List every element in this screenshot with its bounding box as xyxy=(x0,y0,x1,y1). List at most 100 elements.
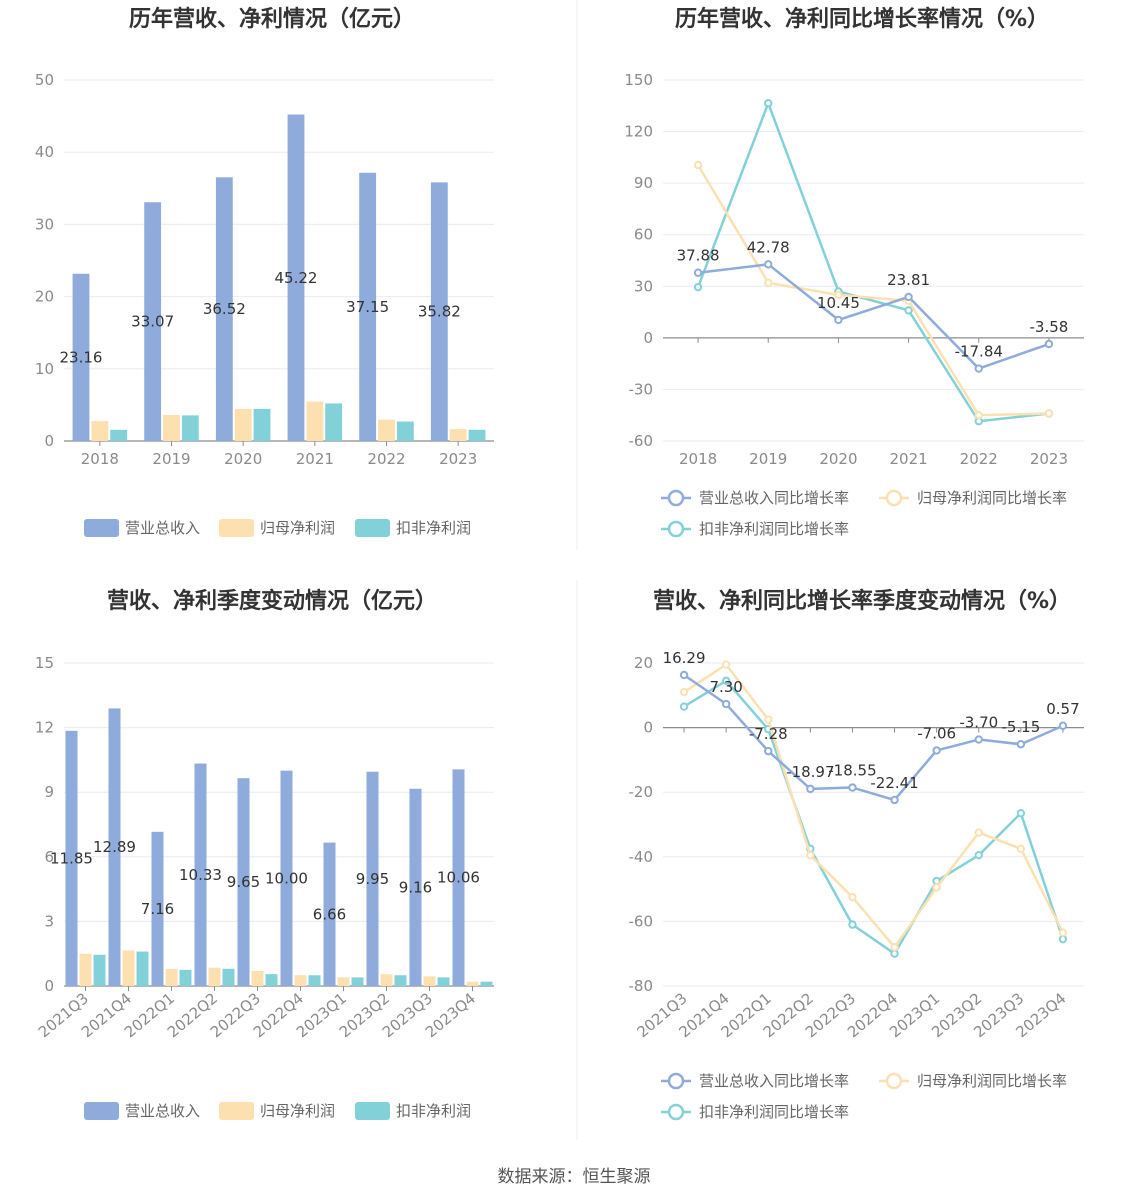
y-tick-label: -20 xyxy=(629,783,654,801)
legend-label: 营业总收入 xyxy=(125,519,200,537)
bar xyxy=(110,429,128,441)
y-tick-label: 15 xyxy=(35,654,54,672)
chart-title: 历年营收、净利情况（亿元） xyxy=(129,6,415,32)
bar xyxy=(108,708,121,986)
data-point xyxy=(764,715,773,724)
data-label: -7.06 xyxy=(917,724,956,742)
legend-label: 归母净利润 xyxy=(260,1102,335,1120)
bar xyxy=(237,778,250,986)
data-label: 12.89 xyxy=(93,838,136,856)
bar xyxy=(325,403,343,441)
bar xyxy=(294,975,307,986)
bar xyxy=(234,408,252,441)
bar xyxy=(253,408,271,441)
bar xyxy=(287,114,305,441)
data-point xyxy=(1044,409,1054,418)
data-point xyxy=(679,687,689,697)
x-tick-label: 2018 xyxy=(81,450,119,468)
series-line xyxy=(683,673,1064,802)
bar xyxy=(79,953,92,986)
x-tick-label: 2022 xyxy=(367,450,405,468)
data-point xyxy=(693,282,703,292)
bar xyxy=(466,981,479,986)
data-point xyxy=(890,795,899,805)
series-line xyxy=(697,164,1049,417)
bar xyxy=(163,415,180,441)
bar xyxy=(378,419,395,441)
series-line xyxy=(683,679,1065,955)
x-tick-label: 2019 xyxy=(152,450,190,468)
data-point xyxy=(932,746,941,755)
data-point xyxy=(848,920,857,929)
data-label: 33.07 xyxy=(131,313,174,331)
data-label: -7.28 xyxy=(749,725,788,743)
chart-quarterly_growth: 营收、净利同比增长率季度变动情况（%）-80-60-40-200202021Q3… xyxy=(629,588,1084,1121)
legend-label: 营业总收入同比增长率 xyxy=(699,489,849,507)
legend-marker xyxy=(885,489,903,507)
x-tick-label: 2023 xyxy=(1030,450,1068,468)
y-tick-label: 30 xyxy=(35,215,54,233)
y-tick-label: 120 xyxy=(624,123,653,141)
chart-title: 营收、净利季度变动情况（亿元） xyxy=(107,588,437,614)
data-point xyxy=(1016,844,1026,853)
bar xyxy=(351,977,364,986)
bar xyxy=(179,969,192,986)
legend-marker xyxy=(667,1072,685,1090)
legend-marker xyxy=(667,520,685,538)
data-label: 16.29 xyxy=(663,649,706,667)
bar xyxy=(394,975,407,986)
data-point xyxy=(974,850,983,860)
bar xyxy=(366,771,379,986)
data-point xyxy=(1044,339,1054,349)
legend-swatch xyxy=(355,519,390,537)
data-point xyxy=(764,746,773,756)
data-point xyxy=(679,670,689,680)
data-label: 9.95 xyxy=(356,870,389,888)
x-tick-label: 2021 xyxy=(296,450,334,468)
data-label: 6.66 xyxy=(313,905,346,923)
y-tick-label: 0 xyxy=(643,719,653,737)
y-tick-label: 6 xyxy=(44,848,54,866)
data-label: 9.16 xyxy=(399,878,432,896)
x-tick-label: 2020 xyxy=(224,450,262,468)
y-tick-label: 30 xyxy=(634,277,653,295)
bar xyxy=(308,975,321,986)
legend-label: 营业总收入同比增长率 xyxy=(699,1072,849,1090)
data-point xyxy=(974,364,983,373)
data-point xyxy=(764,260,773,269)
chart-title: 历年营收、净利同比增长率情况（%） xyxy=(675,6,1049,32)
legend-label: 扣非净利润 xyxy=(396,1102,471,1120)
data-label: 10.06 xyxy=(437,869,480,887)
data-label: 10.45 xyxy=(817,294,860,312)
bar xyxy=(480,981,493,986)
data-label: 37.15 xyxy=(346,298,389,316)
x-tick-label: 2020 xyxy=(819,450,857,468)
y-tick-label: 3 xyxy=(44,912,54,930)
data-label: -3.70 xyxy=(959,714,998,732)
legend-label: 扣非净利润 xyxy=(396,519,471,537)
y-tick-label: 12 xyxy=(35,719,54,737)
bar xyxy=(265,974,278,986)
data-label: 23.81 xyxy=(887,271,930,289)
bar xyxy=(91,421,109,441)
data-point xyxy=(834,290,843,300)
y-tick-label: 20 xyxy=(634,654,653,672)
source-note: 数据来源：恒生聚源 xyxy=(498,1167,651,1187)
bar xyxy=(93,954,106,986)
bar xyxy=(251,970,264,986)
bar xyxy=(208,967,221,986)
x-tick-label: 2023 xyxy=(439,450,477,468)
bar xyxy=(65,730,78,986)
data-point xyxy=(693,268,703,277)
data-label: -18.97 xyxy=(786,763,834,781)
y-tick-label: -60 xyxy=(629,912,654,930)
bar xyxy=(181,415,199,441)
data-label: 35.82 xyxy=(418,303,461,321)
data-point xyxy=(932,883,941,892)
data-label: -5.15 xyxy=(1001,718,1040,736)
data-label: 0.57 xyxy=(1046,700,1079,718)
data-point xyxy=(890,943,899,952)
y-tick-label: 60 xyxy=(634,226,653,244)
x-tick-label: 2022 xyxy=(960,450,998,468)
legend-label: 归母净利润同比增长率 xyxy=(917,489,1067,507)
